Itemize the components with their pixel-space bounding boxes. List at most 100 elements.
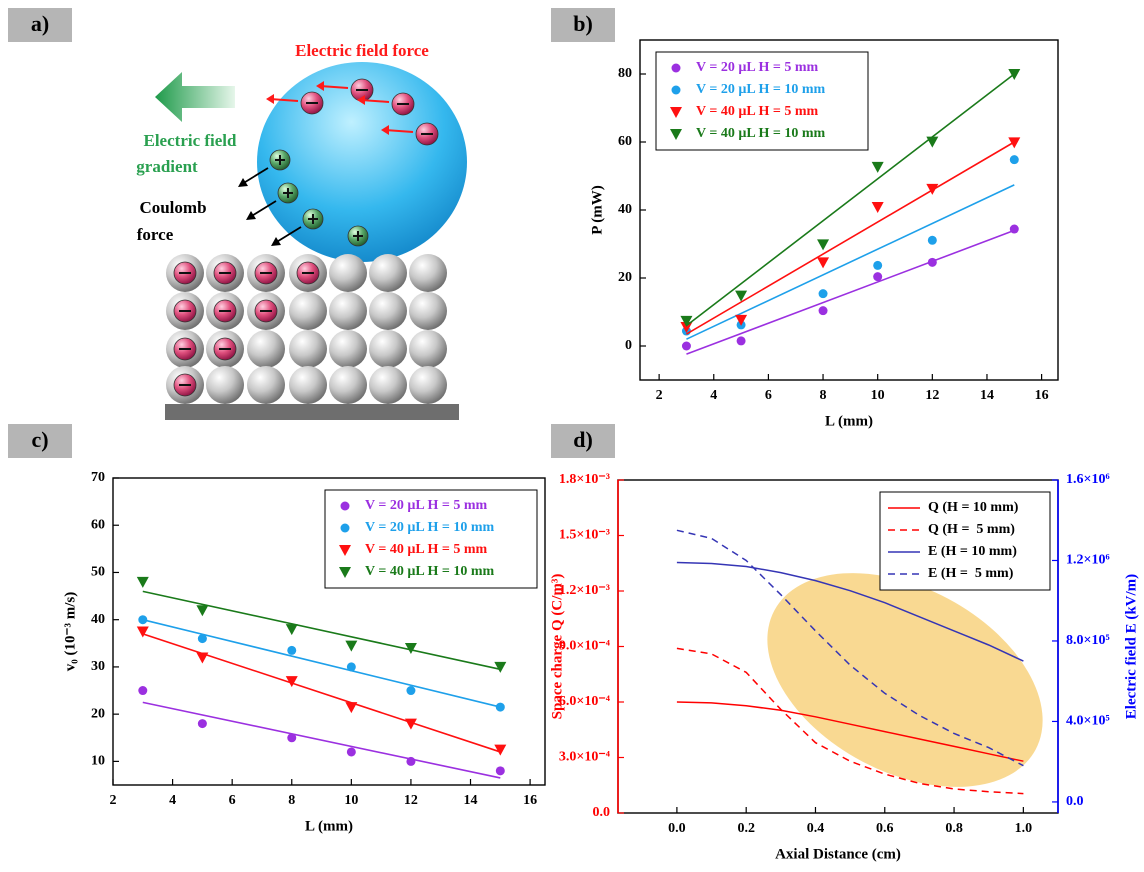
point <box>345 702 357 713</box>
point <box>287 646 296 655</box>
y-tick-label: 20 <box>91 706 105 721</box>
y2-tick-label: 1.2×10⁶ <box>1066 553 1110 568</box>
y2-tick-label: 4.0×10⁵ <box>1066 714 1110 729</box>
point <box>1008 137 1020 148</box>
y-tick-label: 50 <box>91 565 105 580</box>
particle <box>247 330 285 368</box>
y-tick-label: 60 <box>91 517 105 532</box>
legend-label: V = 20 µL H = 5 mm <box>696 60 818 75</box>
y-tick-label: 30 <box>91 659 105 674</box>
particle <box>329 330 367 368</box>
x-tick-label: 2 <box>656 388 663 403</box>
fit-line <box>686 142 1014 334</box>
fit-line <box>686 230 1014 354</box>
arrow-head <box>266 94 274 104</box>
point <box>872 162 884 173</box>
fit-line <box>143 702 501 778</box>
point <box>287 733 296 742</box>
x-tick-label: 12 <box>404 793 418 808</box>
gradient-label: Electric field <box>144 131 238 150</box>
point <box>286 624 298 635</box>
arrow-head <box>271 237 281 246</box>
point <box>196 605 208 616</box>
point <box>345 641 357 652</box>
x-tick-label: 6 <box>229 793 236 808</box>
y-tick-label: 6.0×10⁻⁴ <box>559 694 611 709</box>
legend-label: E (H = 10 mm) <box>928 544 1017 559</box>
arrow-head <box>238 178 248 187</box>
y2-tick-label: 1.6×10⁶ <box>1066 472 1110 487</box>
y-tick-label: 20 <box>618 270 632 285</box>
point <box>198 719 207 728</box>
y2-axis-label: Electric field E (kV/m) <box>1123 574 1139 719</box>
y-tick-label: 1.8×10⁻³ <box>559 472 610 487</box>
particle <box>329 254 367 292</box>
gradient-label: gradient <box>136 157 198 176</box>
fit-line <box>143 634 501 752</box>
legend-label: V = 40 µL H = 5 mm <box>365 542 487 557</box>
point <box>496 703 505 712</box>
gradient-arrow <box>155 72 235 122</box>
point <box>138 615 147 624</box>
point <box>928 258 937 267</box>
y-tick-label: 40 <box>91 612 105 627</box>
point <box>406 757 415 766</box>
point <box>198 634 207 643</box>
y-axis-label: Space charge Q (C/m³) <box>549 574 565 720</box>
x-tick-label: 0.2 <box>737 821 755 836</box>
legend-label: Q (H = 5 mm) <box>928 522 1015 537</box>
x-tick-label: 4 <box>710 388 717 403</box>
x-tick-label: 0.0 <box>668 821 686 836</box>
point <box>928 236 937 245</box>
point <box>819 306 828 315</box>
particle <box>289 330 327 368</box>
y-tick-label: 1.2×10⁻³ <box>559 583 610 598</box>
point <box>682 342 691 351</box>
particle <box>409 254 447 292</box>
x-tick-label: 0.8 <box>945 821 963 836</box>
coulomb-label: force <box>137 225 174 244</box>
point <box>347 662 356 671</box>
x-tick-label: 16 <box>1035 388 1049 403</box>
legend-label: V = 40 µL H = 10 mm <box>696 126 825 141</box>
y-tick-label: 0.0 <box>593 805 611 820</box>
point <box>1008 69 1020 80</box>
point <box>873 261 882 270</box>
point <box>1010 225 1019 234</box>
particle <box>369 330 407 368</box>
panel-label: c) <box>31 427 48 452</box>
y2-tick-label: 0.0 <box>1066 794 1084 809</box>
legend-label: V = 20 µL H = 10 mm <box>365 520 494 535</box>
x-tick-label: 16 <box>523 793 537 808</box>
y-tick-label: 3.0×10⁻⁴ <box>559 750 611 765</box>
point <box>737 336 746 345</box>
point <box>926 137 938 148</box>
particle <box>409 292 447 330</box>
particle <box>329 366 367 404</box>
legend-label: E (H = 5 mm) <box>928 566 1014 581</box>
y-tick-label: 80 <box>618 66 632 81</box>
point <box>494 662 506 673</box>
particle <box>289 292 327 330</box>
diagram: Electric field force Electric field grad… <box>136 41 467 420</box>
fit-line <box>143 620 501 707</box>
legend-marker <box>341 502 350 511</box>
x-tick-label: 1.0 <box>1015 821 1033 836</box>
x-axis-label: Axial Distance (cm) <box>775 846 901 862</box>
particle <box>409 366 447 404</box>
particle <box>369 292 407 330</box>
x-tick-label: 0.6 <box>876 821 894 836</box>
particle <box>329 292 367 330</box>
x-tick-label: 10 <box>344 793 358 808</box>
y-tick-label: 10 <box>91 754 105 769</box>
fit-line <box>686 185 1014 339</box>
point <box>138 686 147 695</box>
legend-label: V = 40 µL H = 10 mm <box>365 564 494 579</box>
figure: a) b) c) d) Electric field force Electri… <box>0 0 1144 872</box>
y-tick-label: 40 <box>618 202 632 217</box>
y2-tick-label: 8.0×10⁵ <box>1066 633 1110 648</box>
y-tick-label: 1.5×10⁻³ <box>559 528 610 543</box>
x-tick-label: 4 <box>169 793 176 808</box>
fit-line <box>143 591 501 669</box>
point <box>137 577 149 588</box>
